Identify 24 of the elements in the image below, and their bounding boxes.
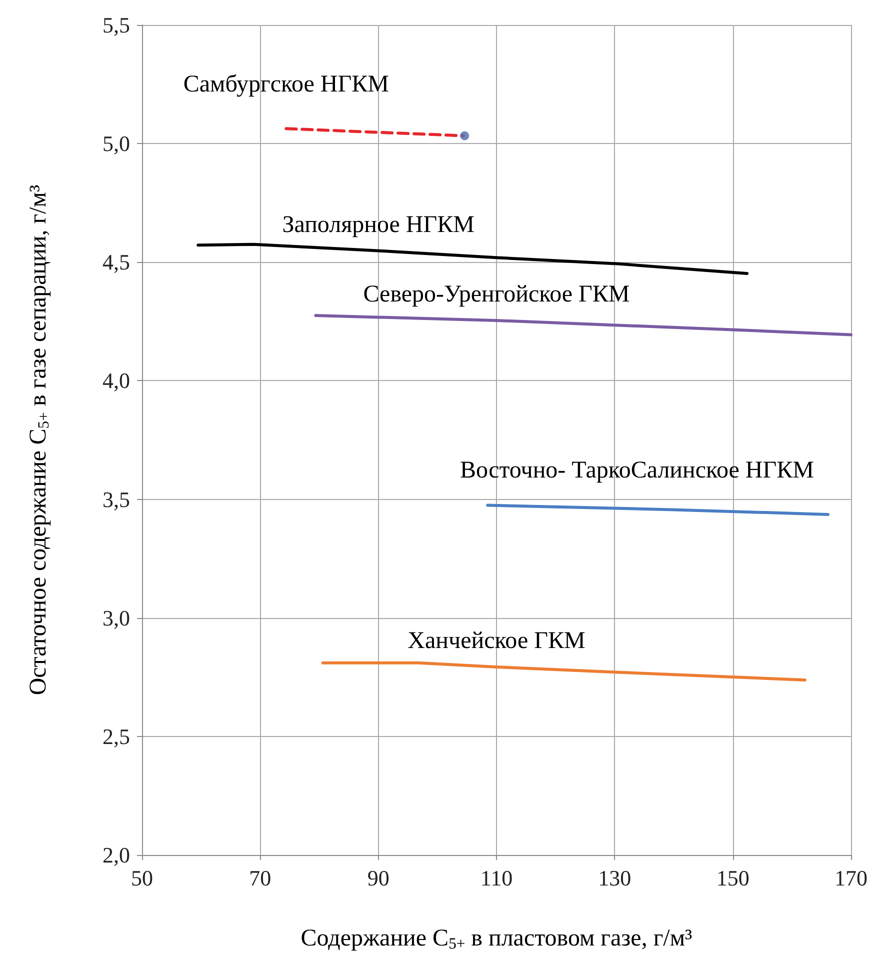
x-tick-label: 150 (716, 866, 750, 890)
line-series (321, 661, 806, 682)
y-tick-label: 5,5 (102, 12, 130, 38)
y-tick-label: 5,0 (102, 131, 130, 156)
series-label: Северо-Уренгойское ГКМ (363, 281, 630, 308)
x-tick-label: 110 (480, 866, 513, 890)
x-tick-label: 50 (131, 866, 153, 890)
line-series (196, 242, 749, 276)
y-tick-label: 4,5 (102, 250, 130, 275)
x-tick-label: 130 (598, 866, 632, 890)
y-axis-title: Остаточное содержание С5+ в газе сепарации, г/м³ (26, 184, 52, 696)
y-tick-label: 2,5 (102, 724, 130, 749)
series-label: Заполярное НГКМ (282, 212, 474, 238)
series-label: Самбургское НГКМ (183, 72, 389, 98)
x-tick-label: 70 (249, 866, 272, 890)
y-tick-label: 3,0 (102, 605, 130, 630)
x-tick-label: 170 (834, 866, 868, 890)
y-tick-label: 2,0 (102, 842, 130, 868)
series-label: Восточно- ТаркоСалинское НГКМ (460, 457, 814, 484)
y-tick-label: 3,5 (102, 486, 130, 512)
y-tick-label: 4,0 (102, 368, 130, 394)
line-series (314, 314, 852, 336)
x-tick-label: 90 (367, 866, 390, 890)
series-label: Ханчейское ГКМ (408, 628, 586, 654)
